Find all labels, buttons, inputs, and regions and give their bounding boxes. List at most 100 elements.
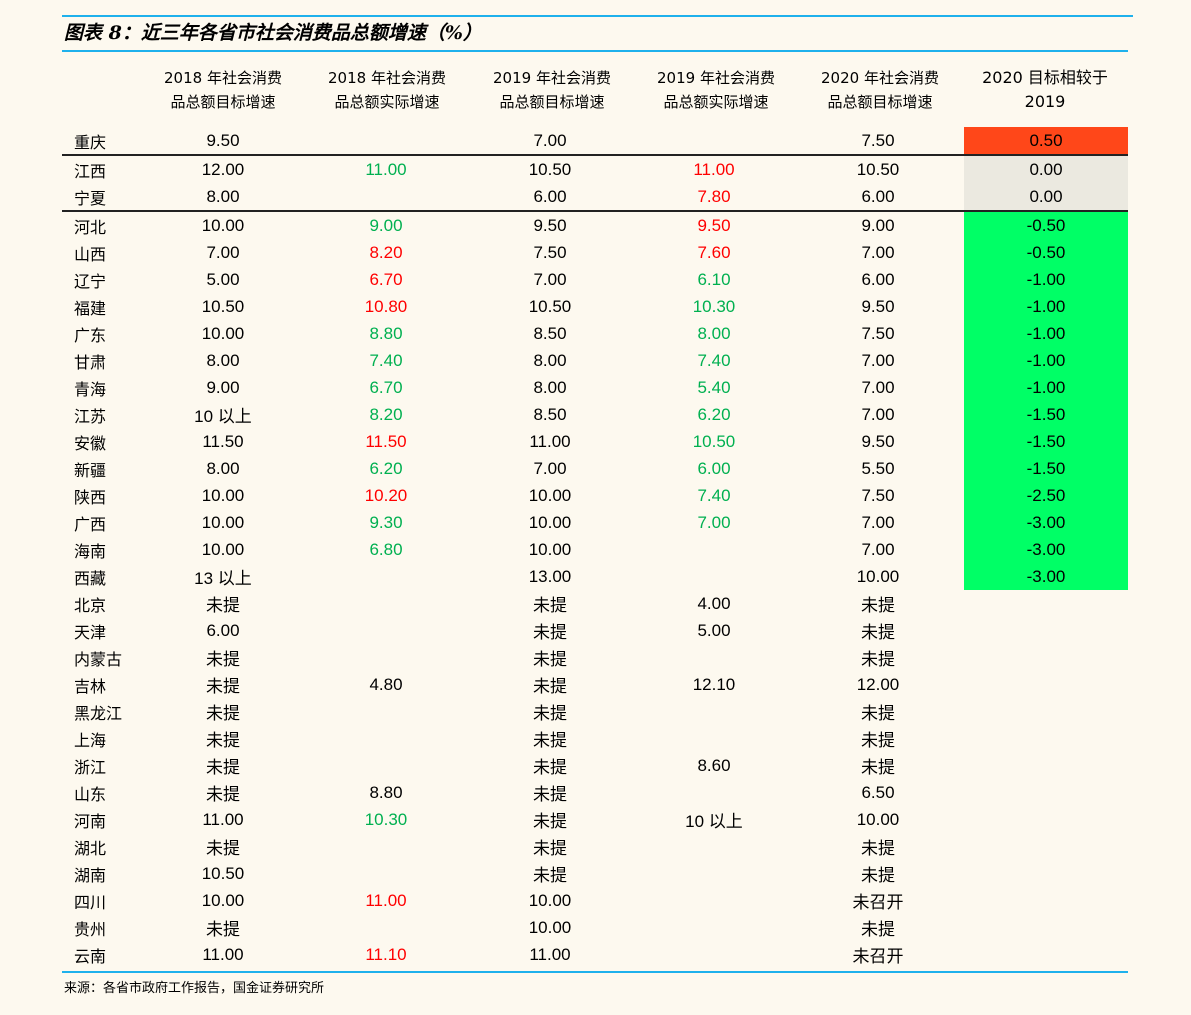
actual-2018 [304,617,468,644]
actual-2019: 5.00 [697,620,731,640]
actual-2018 [304,833,468,860]
table-row: 西藏 13 以上 13.00 10.00 -3.00 [62,563,1128,590]
actual-2019: 7.00 [697,512,731,532]
actual-2019: 10.30 [692,296,736,316]
target-2019: 6.00 [468,183,632,212]
target-2019: 未提 [533,677,567,696]
diff-2020-vs-2019 [964,779,1128,806]
actual-2019: 7.60 [697,242,731,262]
province-name: 天津 [74,622,107,642]
actual-2019: 9.50 [697,215,731,235]
actual-2018: 11.10 [365,944,407,964]
target-2019: 10.00 [528,539,572,559]
province-name: 山东 [74,784,107,804]
target-2019: 10.50 [528,296,572,316]
target-2019: 8.50 [533,404,567,424]
actual-2019: 8.60 [697,755,731,775]
actual-2018: 6.20 [369,458,403,478]
figure-title: 图表 8：近三年各省市社会消费品总额增速（%） [64,22,482,44]
target-2020: 7.50 [861,485,895,505]
actual-2019: 11.00 [693,159,735,179]
target-2018: 未提 [206,596,240,615]
province-name: 陕西 [74,487,107,507]
target-2018: 10.00 [201,485,245,505]
actual-2018: 4.80 [369,674,403,694]
actual-2018 [304,860,468,887]
target-2018: 10.50 [201,863,245,883]
diff-2020-vs-2019: -1.00 [964,320,1128,347]
target-2020: 7.00 [861,350,895,370]
actual-2018: 9.30 [369,512,403,532]
actual-2019: 7.40 [697,485,731,505]
title-rule [62,50,1128,52]
table-row: 吉林 未提 4.80 未提 12.10 12.00 [62,671,1128,698]
target-2020: 未召开 [852,947,904,966]
diff-2020-vs-2019 [964,914,1128,941]
table-row: 青海 9.00 6.70 8.00 5.40 7.00 -1.00 [62,374,1128,401]
target-2018: 6.00 [206,620,240,640]
actual-2019: 10.50 [692,431,736,451]
province-name: 云南 [74,946,107,966]
province-name: 上海 [74,730,107,750]
target-2019: 11.00 [529,944,571,964]
target-2018: 9.00 [206,377,240,397]
province-name: 山西 [74,244,107,264]
province-name: 河南 [74,811,107,831]
target-2018: 未提 [206,731,240,750]
header-2019-actual: 2019 年社会消费 品总额实际增速 [657,69,775,111]
actual-2019 [632,644,796,671]
spacer [960,127,964,156]
target-2018: 未提 [206,785,240,804]
diff-2020-vs-2019: -2.50 [964,482,1128,509]
diff-2020-vs-2019: 0.00 [964,155,1128,183]
table-row: 北京 未提 未提 4.00 未提 [62,590,1128,617]
actual-2018: 10.80 [364,296,408,316]
target-2020: 7.00 [861,404,895,424]
table-row: 河北 10.00 9.00 9.50 9.50 9.00 -0.50 [62,211,1128,239]
target-2018: 9.50 [142,127,304,156]
target-2018: 未提 [206,650,240,669]
diff-2020-vs-2019: -1.50 [964,455,1128,482]
target-2018: 8.00 [206,350,240,370]
diff-2020-vs-2019 [964,752,1128,779]
actual-2018 [304,698,468,725]
target-2018: 11.00 [202,809,244,829]
province-name: 湖南 [74,865,107,885]
actual-2018 [304,914,468,941]
target-2018: 未提 [206,704,240,723]
diff-2020-vs-2019 [964,833,1128,860]
province-name: 江苏 [74,406,107,426]
target-2019: 未提 [533,758,567,777]
target-2018: 10 以上 [194,407,252,426]
target-2019: 未提 [533,812,567,831]
table-row: 江苏 10 以上 8.20 8.50 6.20 7.00 -1.50 [62,401,1128,428]
table-row: 内蒙古 未提 未提 未提 [62,644,1128,671]
actual-2019 [632,127,796,156]
province-name: 浙江 [74,757,107,777]
target-2019: 未提 [533,731,567,750]
province-name: 西藏 [74,568,107,588]
target-2018: 11.00 [202,944,244,964]
province-name: 福建 [74,298,107,318]
actual-2018: 11.50 [365,431,407,451]
diff-2020-vs-2019: 0.50 [964,127,1128,156]
actual-2019: 4.00 [697,593,731,613]
province-name: 甘肃 [74,352,107,372]
actual-2018: 11.00 [365,159,407,179]
actual-2019 [632,698,796,725]
target-2018: 8.00 [142,183,304,212]
actual-2018: 6.70 [369,377,403,397]
target-2020: 9.00 [861,215,895,235]
target-2019: 8.00 [533,377,567,397]
actual-2018: 6.70 [369,269,403,289]
actual-2018: 8.80 [369,782,403,802]
table-row: 湖北 未提 未提 未提 [62,833,1128,860]
province-name: 湖北 [74,838,107,858]
target-2019: 未提 [533,623,567,642]
province-name: 安徽 [74,433,107,453]
table-row: 广西 10.00 9.30 10.00 7.00 7.00 -3.00 [62,509,1128,536]
table-row: 四川 10.00 11.00 10.00 未召开 [62,887,1128,914]
actual-2019 [632,860,796,887]
actual-2019: 10 以上 [685,812,743,831]
table-row: 安徽 11.50 11.50 11.00 10.50 9.50 -1.50 [62,428,1128,455]
